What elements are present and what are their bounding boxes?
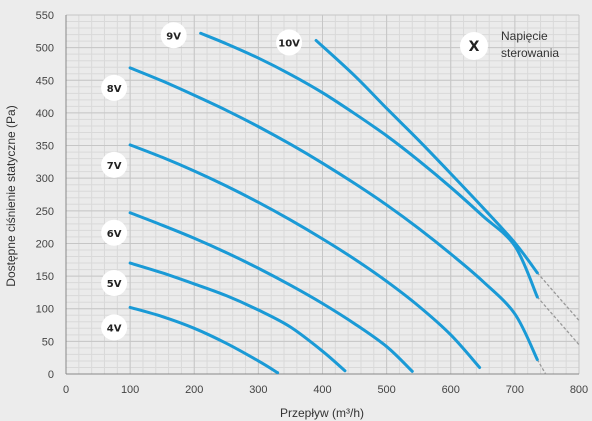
- voltage-label-4V: 4V: [107, 323, 122, 334]
- y-tick-label: 0: [48, 369, 54, 381]
- curve-extensions: [536, 272, 580, 375]
- y-tick-label: 400: [36, 108, 54, 120]
- voltage-label-bg-8V: [101, 74, 128, 101]
- y-tick-label: 150: [36, 271, 54, 283]
- voltage-label-5V: 5V: [107, 279, 122, 290]
- x-axis-title: Przepływ (m³/h): [280, 406, 364, 420]
- curve-5V: [128, 261, 347, 373]
- curve-extension-8V: [536, 359, 547, 375]
- voltage-label-10V: 10V: [278, 38, 300, 49]
- curve-extension-10V: [536, 272, 580, 321]
- y-tick-label: 550: [36, 10, 54, 22]
- voltage-label-6V: 6V: [107, 229, 122, 240]
- x-tick-label: 400: [313, 384, 331, 396]
- curve-4V: [128, 305, 280, 375]
- voltage-label-bg-4V: [101, 314, 128, 341]
- grid: [65, 14, 580, 375]
- y-axis-title: Dostępne ciśnienie statyczne (Pa): [4, 105, 18, 286]
- voltage-label-bg-7V: [101, 151, 128, 178]
- voltage-labels: 4V 5V 6V 7V 8V 9V 10V: [101, 22, 303, 341]
- x-tick-label: 700: [506, 384, 524, 396]
- voltage-label-bg-5V: [101, 270, 128, 297]
- voltage-label-8V: 8V: [107, 84, 122, 95]
- x-tick-label: 0: [63, 384, 69, 396]
- legend-symbol: X: [469, 39, 480, 55]
- voltage-label-bg-9V: [160, 22, 187, 49]
- curve-7V: [128, 143, 482, 369]
- y-tick-label: 100: [36, 304, 54, 316]
- legend: X Napięcie sterowania: [460, 29, 559, 60]
- legend-text-line1: Napięcie: [501, 29, 548, 43]
- y-tick-label: 350: [36, 141, 54, 153]
- x-tick-label: 500: [377, 384, 395, 396]
- y-tick-label: 500: [36, 43, 54, 55]
- x-tick-label: 600: [442, 384, 460, 396]
- x-tick-label: 800: [570, 384, 588, 396]
- voltage-label-9V: 9V: [166, 31, 181, 42]
- axes: [65, 15, 579, 375]
- voltage-label-bg-10V: [276, 29, 303, 56]
- legend-text-line2: sterowania: [501, 46, 559, 60]
- voltage-label-bg-6V: [101, 219, 128, 246]
- x-tick-label: 200: [185, 384, 203, 396]
- curve-9V: [199, 31, 539, 299]
- voltage-curves: [128, 31, 539, 375]
- y-tick-label: 200: [36, 238, 54, 250]
- y-tick-label: 250: [36, 206, 54, 218]
- curve-extension-9V: [536, 296, 580, 346]
- legend-badge: [460, 32, 488, 60]
- y-tick-labels: 0 50 100 150 200 250 300 350 400 450 500 550: [36, 10, 54, 381]
- x-tick-label: 300: [249, 384, 267, 396]
- y-tick-label: 300: [36, 173, 54, 185]
- x-tick-label: 100: [121, 384, 139, 396]
- x-tick-labels: 0 100 200 300 400 500 600 700 800: [63, 384, 588, 396]
- voltage-label-7V: 7V: [107, 161, 122, 172]
- curve-8V: [128, 66, 539, 362]
- y-tick-label: 50: [42, 336, 54, 348]
- y-tick-label: 450: [36, 75, 54, 87]
- curve-10V: [314, 38, 539, 275]
- curve-6V: [128, 211, 414, 373]
